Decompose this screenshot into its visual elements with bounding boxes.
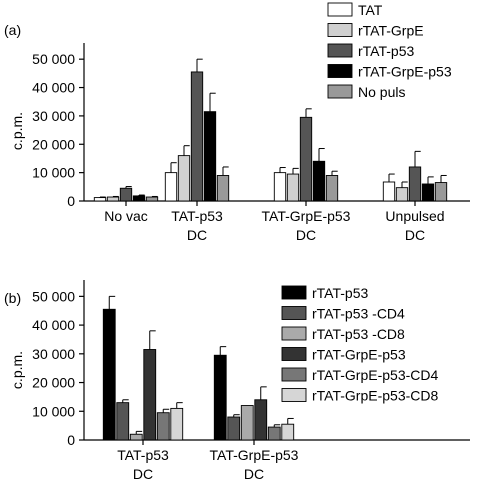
chart-panel-a: (a) c.p.m. 0 10 000 20 000 30 000 40 000 50 000…: [4, 2, 470, 243]
panel-b-bar: [116, 402, 130, 441]
panel-a-y-axis-label: c.p.m.: [9, 112, 25, 150]
panel-b-x-tick-label-line2: DC: [244, 466, 264, 482]
panel-a-y-tick-label: 30 000: [32, 108, 75, 124]
panel-a-bar: [395, 187, 409, 202]
panel-b-legend-swatch: [281, 285, 307, 300]
panel-a-bar: [93, 197, 107, 202]
panel-b-legend-swatch: [281, 388, 307, 402]
panel-a-bar: [119, 187, 133, 202]
panel-a-legend-swatch: [327, 64, 353, 78]
panel-b-bar: [227, 416, 241, 441]
panel-b-bar: [254, 399, 268, 441]
panel-b-y-tick-label: 20 000: [32, 375, 75, 391]
panel-a-x-tick-label: TAT-GrpE-p53: [262, 208, 351, 224]
panel-a-bar: [286, 173, 300, 202]
panel-b-bar: [240, 405, 254, 441]
panel-b-y-axis-label: c.p.m.: [9, 351, 25, 389]
panel-b-bar: [143, 349, 157, 441]
panel-b-y-tick-label: 0: [67, 432, 75, 448]
panel-a-bar: [273, 172, 287, 202]
panel-b-bar: [170, 407, 184, 441]
panel-a-y-tick-label: 20 000: [32, 136, 75, 152]
panel-a-legend-label: TAT: [358, 2, 383, 18]
panel-a-x-tick-label: Unpulsed: [385, 208, 444, 224]
panel-b-legend-label: rTAT-GrpE-p53-CD4: [312, 367, 438, 383]
panel-a-x-tick-label: TAT-p53: [171, 208, 223, 224]
panel-b-y-tick-label: 40 000: [32, 317, 75, 333]
panel-b-x-tick-label: TAT-GrpE-p53: [210, 447, 299, 463]
panel-a-legend-swatch: [327, 2, 353, 17]
panel-a-bar: [421, 183, 435, 202]
panel-b-bar: [267, 426, 281, 441]
panel-b-bar: [281, 423, 295, 441]
panel-b-legend-label: rTAT-p53 -CD8: [312, 326, 405, 342]
panel-a-y-tick-label: 0: [67, 193, 75, 209]
panel-a-bar: [190, 71, 204, 202]
panel-a-legend-label: rTAT-p53: [358, 43, 414, 59]
panel-a-bar: [145, 196, 159, 202]
panel-a-legend-label: rTAT-GrpE: [358, 23, 424, 39]
panel-a-legend-swatch: [327, 84, 353, 99]
panel-a-legend-swatch: [327, 23, 353, 37]
panel-a-legend-label: No puls: [358, 84, 405, 100]
panel-a-bar: [203, 111, 217, 202]
panel-a-bar: [164, 172, 178, 202]
panel-b-legend-swatch: [281, 326, 307, 341]
panel-a-legend-label: rTAT-GrpE-p53: [358, 64, 452, 80]
panel-b-x-tick-label: TAT-p53: [117, 447, 169, 463]
panel-b-legend-label: rTAT-p53 -CD4: [312, 306, 405, 322]
panel-b-legend-swatch: [281, 367, 307, 382]
panel-a-bar: [177, 155, 191, 202]
panel-b-legend-swatch: [281, 306, 307, 320]
panel-a-bar: [299, 116, 313, 202]
panel-a-x-tick-label-line2: DC: [405, 227, 425, 243]
panel-a-bar: [382, 181, 396, 202]
panel-a-y-tick-label: 10 000: [32, 165, 75, 181]
panel-b-legend-label: rTAT-GrpE-p53: [312, 347, 406, 363]
panel-b-bar: [213, 354, 227, 441]
panel-b-y-tick-label: 30 000: [32, 346, 75, 362]
panel-b-x-tick-label-line2: DC: [133, 466, 153, 482]
panel-a-bar: [312, 160, 326, 202]
panel-b-label: (b): [4, 290, 21, 306]
panel-b-bar: [129, 433, 143, 441]
panel-a-legend-swatch: [327, 43, 353, 58]
panel-a-x-tick-label-line2: DC: [296, 227, 316, 243]
panel-a-label: (a): [4, 22, 21, 38]
panel-b-y-tick-label: 10 000: [32, 403, 75, 419]
chart-panel-b: (b) c.p.m. 0 10 000 20 000 30 000 40 000 50 000…: [4, 280, 470, 482]
panel-a-bar: [132, 195, 146, 202]
panel-b-bar: [156, 412, 170, 441]
panel-a-bar: [325, 175, 339, 202]
panel-a-y-tick-label: 40 000: [32, 80, 75, 96]
panel-a-bar: [106, 196, 120, 202]
panel-b-legend-label: rTAT-p53: [312, 285, 368, 301]
panel-b-legend-swatch: [281, 347, 307, 361]
panel-b-y-tick-label: 50 000: [32, 288, 75, 304]
panel-a-bar: [434, 182, 448, 202]
panel-a-x-tick-label-line2: DC: [187, 227, 207, 243]
panel-a-bar: [408, 166, 422, 202]
panel-b-bar: [102, 308, 116, 441]
panel-a-x-tick-label: No vac: [104, 208, 148, 224]
panel-a-bar: [216, 175, 230, 202]
panel-b-legend-label: rTAT-GrpE-p53-CD8: [312, 388, 438, 404]
panel-a-y-tick-label: 50 000: [32, 51, 75, 67]
